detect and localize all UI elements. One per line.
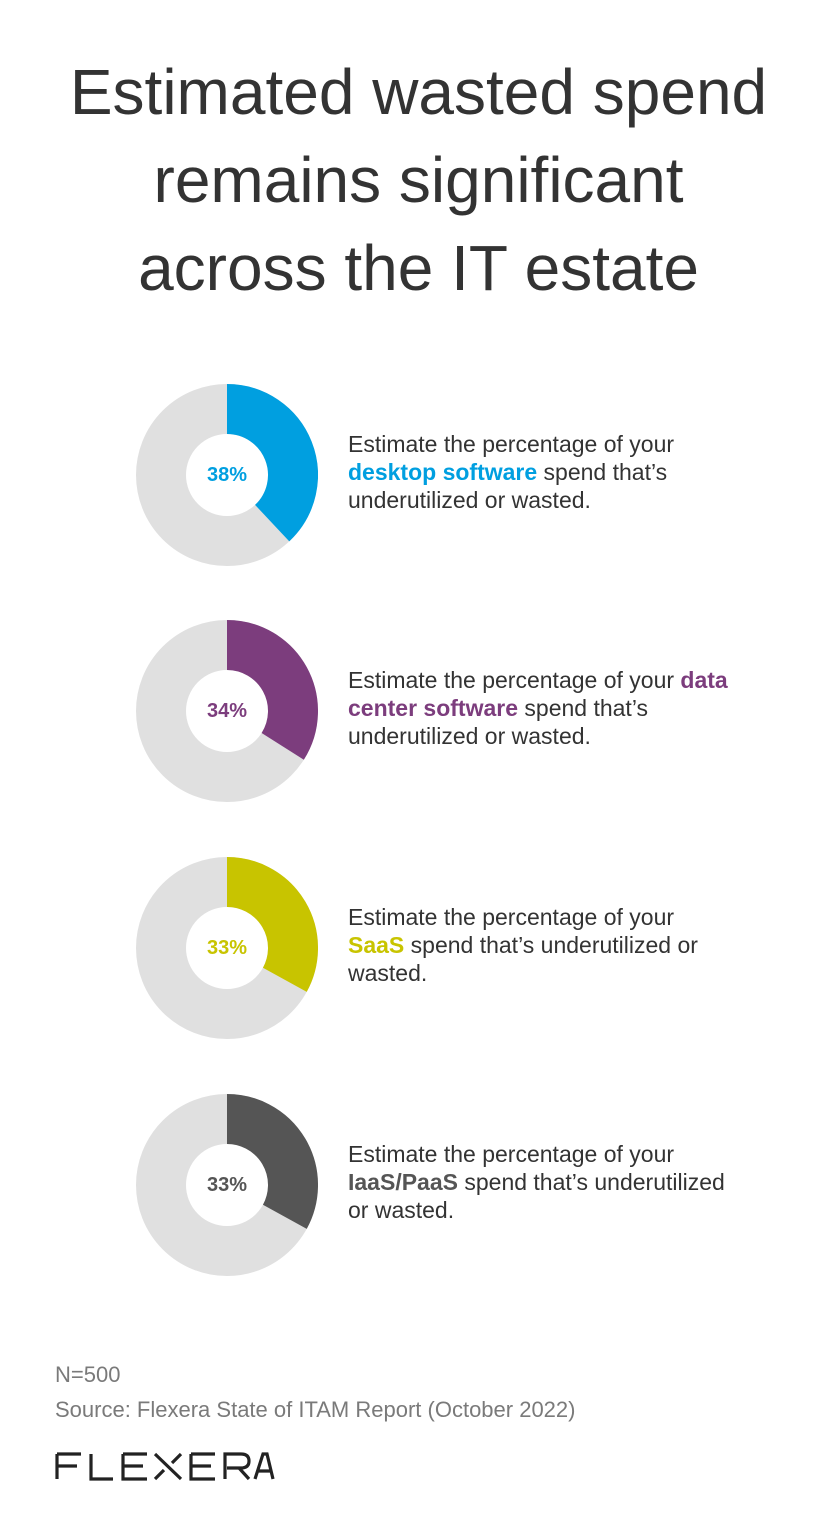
percent-label-datacenter: 34%	[206, 699, 248, 722]
flexera-logo	[55, 1446, 275, 1491]
question-text-datacenter: Estimate the percentage of your data cen…	[348, 666, 728, 750]
chart-row-desktop: 38% Estimate the percentage of your desk…	[0, 384, 837, 574]
question-highlight-datacenter: data center software	[348, 667, 728, 721]
donut-chart-desktop: 38%	[136, 384, 318, 566]
question-prefix: Estimate the percentage of your	[348, 1141, 675, 1167]
donut-chart-saas: 33%	[136, 857, 318, 1039]
question-suffix: spend that’s underutilized or wasted.	[348, 695, 649, 749]
percent-label-desktop: 38%	[206, 463, 248, 486]
question-suffix: spend that’s underutilized or wasted.	[348, 1169, 725, 1223]
question-highlight-saas: SaaS	[348, 932, 405, 958]
flexera-logo-graphic	[55, 1452, 275, 1481]
donut-chart-iaas: 33%	[136, 1094, 318, 1276]
donut-slice-saas	[225, 857, 318, 992]
question-text-saas: Estimate the percentage of your SaaS spe…	[348, 903, 728, 987]
donut-svg-saas	[136, 857, 318, 1039]
donut-svg-iaas	[136, 1094, 318, 1276]
donut-chart-datacenter: 34%	[136, 620, 318, 802]
page-title: Estimated wasted spend remains significa…	[0, 48, 837, 312]
percent-label-saas: 33%	[206, 936, 248, 959]
donut-slice-datacenter	[225, 620, 318, 760]
donut-slice-desktop	[225, 384, 318, 542]
question-highlight-desktop: desktop software	[348, 459, 538, 485]
chart-row-saas: 33% Estimate the percentage of your SaaS…	[0, 857, 837, 1047]
chart-row-datacenter: 34% Estimate the percentage of your data…	[0, 620, 837, 810]
title-line-3: across the IT estate	[138, 232, 699, 304]
question-suffix: spend that’s underutilized or wasted.	[348, 932, 698, 986]
donut-svg-datacenter	[136, 620, 318, 802]
question-text-desktop: Estimate the percentage of your desktop …	[348, 430, 728, 514]
source-citation: Source: Flexera State of ITAM Report (Oc…	[55, 1397, 576, 1422]
question-prefix: Estimate the percentage of your	[348, 431, 675, 457]
question-prefix: Estimate the percentage of your	[348, 904, 675, 930]
question-highlight-iaas: IaaS/PaaS	[348, 1169, 458, 1195]
donut-slice-iaas	[225, 1094, 318, 1229]
percent-label-iaas: 33%	[206, 1173, 248, 1196]
question-prefix: Estimate the percentage of your	[348, 667, 681, 693]
question-text-iaas: Estimate the percentage of your IaaS/Paa…	[348, 1140, 728, 1224]
question-suffix: spend that’s underutilized or wasted.	[348, 459, 668, 513]
chart-row-iaas: 33% Estimate the percentage of your IaaS…	[0, 1094, 837, 1284]
title-line-2: remains significant	[153, 144, 684, 216]
title-line-1: Estimated wasted spend	[69, 56, 768, 128]
sample-size: N=500	[55, 1362, 121, 1387]
donut-svg-desktop	[136, 384, 318, 566]
